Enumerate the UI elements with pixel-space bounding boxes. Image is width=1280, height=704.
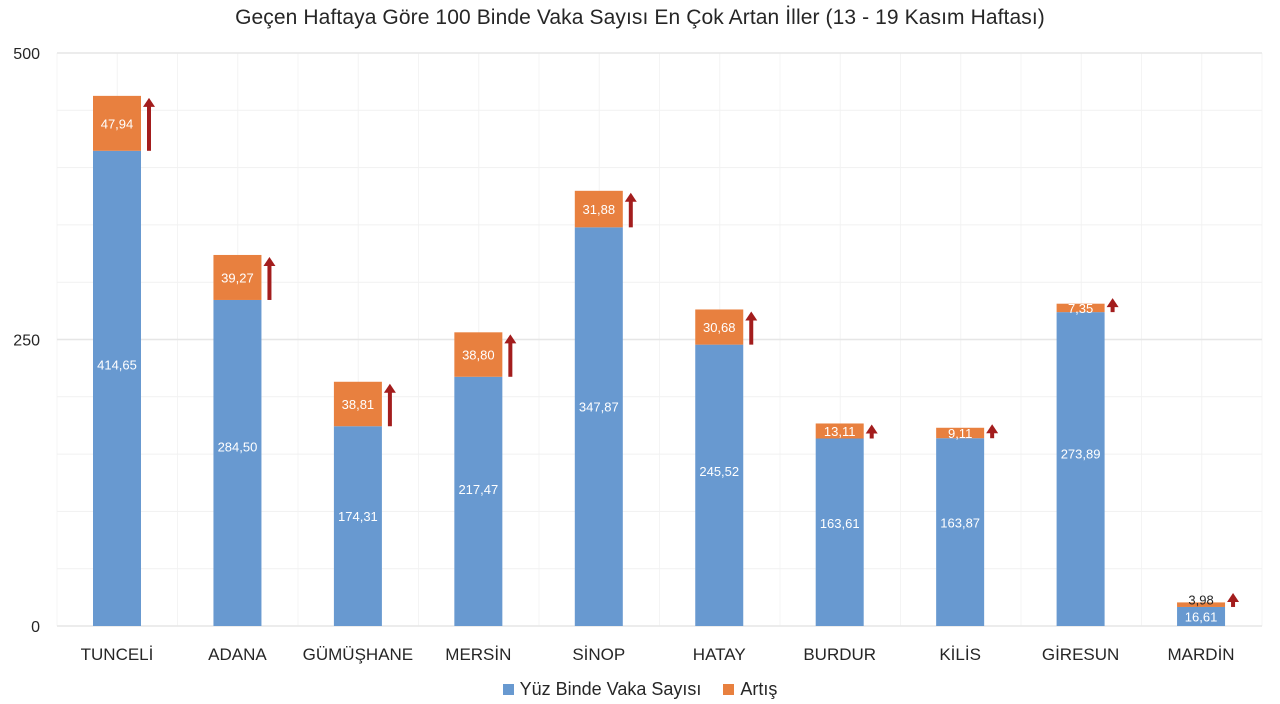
up-arrow-icon	[383, 383, 396, 427]
x-tick-label: SİNOP	[572, 645, 625, 664]
x-tick-label: HATAY	[693, 645, 746, 664]
bar-base-label: 174,31	[338, 509, 378, 524]
bars: 414,65 47,94 284,50 39,27 174,31 38,81 217,47 3…	[93, 95, 1240, 626]
up-arrow-icon	[143, 97, 155, 151]
chart-title: Geçen Haftaya Göre 100 Binde Vaka Sayısı…	[235, 6, 1045, 29]
bar-base-label: 245,52	[699, 464, 739, 479]
bar-increase	[815, 423, 864, 439]
bar-increase	[1056, 303, 1105, 313]
y-tick-label: 0	[31, 619, 40, 636]
legend-swatch-base	[502, 684, 514, 695]
bar-group: 163,87 9,11	[936, 424, 999, 626]
legend: Yüz Binde Vaka Sayısı Artış	[0, 679, 1280, 700]
y-tick-label: 500	[13, 46, 40, 63]
bar-base	[333, 426, 382, 626]
up-arrow-icon	[745, 311, 758, 345]
bar-increase-label: 13,11	[824, 424, 856, 439]
bar-base	[574, 227, 623, 626]
up-arrow-icon	[263, 256, 276, 300]
legend-swatch-increase	[723, 684, 735, 695]
bar-increase	[333, 381, 382, 427]
bar-base	[213, 299, 262, 626]
bar-increase-label: 39,27	[221, 270, 254, 285]
bar-group: 16,61 3,98	[1177, 592, 1240, 626]
bar-increase-label: 47,94	[101, 116, 134, 131]
bar-group: 163,61 13,11	[815, 423, 878, 626]
bar-base-label: 273,89	[1061, 446, 1101, 461]
x-tick-label: BURDUR	[803, 645, 876, 664]
x-tick-label: ADANA	[208, 645, 267, 664]
bar-group: 245,52 30,68	[695, 309, 758, 626]
x-axis: TUNCELİ ADANA GÜMÜŞHANE MERSİN SİNOP HATAY BUR…	[81, 645, 1235, 664]
x-tick-label: GİRESUN	[1042, 645, 1119, 664]
up-arrow-icon	[1227, 592, 1240, 607]
bar-increase-label: 7,35	[1068, 301, 1093, 316]
bar-group: 174,31 38,81	[333, 381, 396, 626]
bar-base-label: 414,65	[97, 358, 137, 373]
y-tick-label: 250	[13, 333, 40, 350]
bar-increase	[695, 309, 744, 345]
legend-label-increase: Artış	[740, 679, 778, 699]
bar-increase-label: 38,80	[462, 348, 495, 363]
x-tick-label: MERSİN	[445, 645, 511, 664]
bar-base	[815, 438, 864, 626]
bar-base-label: 163,87	[940, 516, 980, 531]
bar-base	[936, 438, 985, 626]
x-tick-label: MARDİN	[1168, 645, 1235, 664]
bar-base-label: 284,50	[218, 440, 258, 455]
bar-increase-label: 30,68	[703, 320, 736, 335]
bar-increase	[213, 254, 262, 300]
bar-group: 347,87 31,88	[574, 190, 637, 626]
x-tick-label: TUNCELİ	[81, 645, 154, 664]
bar-increase	[574, 190, 623, 228]
bar-base-label: 217,47	[458, 482, 498, 497]
bar-increase	[936, 427, 985, 439]
bar-increase	[1177, 602, 1226, 607]
bar-increase-label: 38,81	[342, 397, 375, 412]
bar-base	[1177, 606, 1226, 626]
bar-base	[1056, 312, 1105, 626]
up-arrow-icon	[1106, 298, 1119, 313]
bar-increase-label: 31,88	[583, 202, 616, 217]
up-arrow-icon	[865, 424, 878, 439]
legend-item-base: Yüz Binde Vaka Sayısı	[502, 679, 702, 700]
legend-item-increase: Artış	[723, 679, 777, 700]
bar-group: 217,47 38,80	[454, 332, 517, 626]
bar-increase-label: 9,11	[948, 426, 972, 441]
bar-base	[695, 344, 744, 626]
bar-base-label: 16,61	[1185, 609, 1218, 624]
bar-group: 273,89 7,35	[1056, 298, 1119, 626]
bar-base	[93, 150, 141, 626]
bar-group: 284,50 39,27	[213, 254, 276, 626]
bar-increase-label: 3,98	[1188, 592, 1213, 607]
up-arrow-icon	[624, 192, 637, 228]
bar-base-label: 347,87	[579, 400, 619, 415]
bar-increase	[93, 95, 141, 151]
y-axis: 0 250 500	[13, 46, 40, 636]
bar-base	[454, 376, 503, 626]
x-tick-label: GÜMÜŞHANE	[303, 645, 414, 664]
bar-base-label: 163,61	[820, 516, 860, 531]
bar-group: 414,65 47,94	[93, 95, 155, 626]
bar-increase	[454, 332, 503, 377]
x-tick-label: KİLİS	[939, 645, 981, 664]
up-arrow-icon	[986, 424, 999, 439]
up-arrow-icon	[504, 334, 517, 377]
legend-label-base: Yüz Binde Vaka Sayısı	[519, 679, 702, 699]
